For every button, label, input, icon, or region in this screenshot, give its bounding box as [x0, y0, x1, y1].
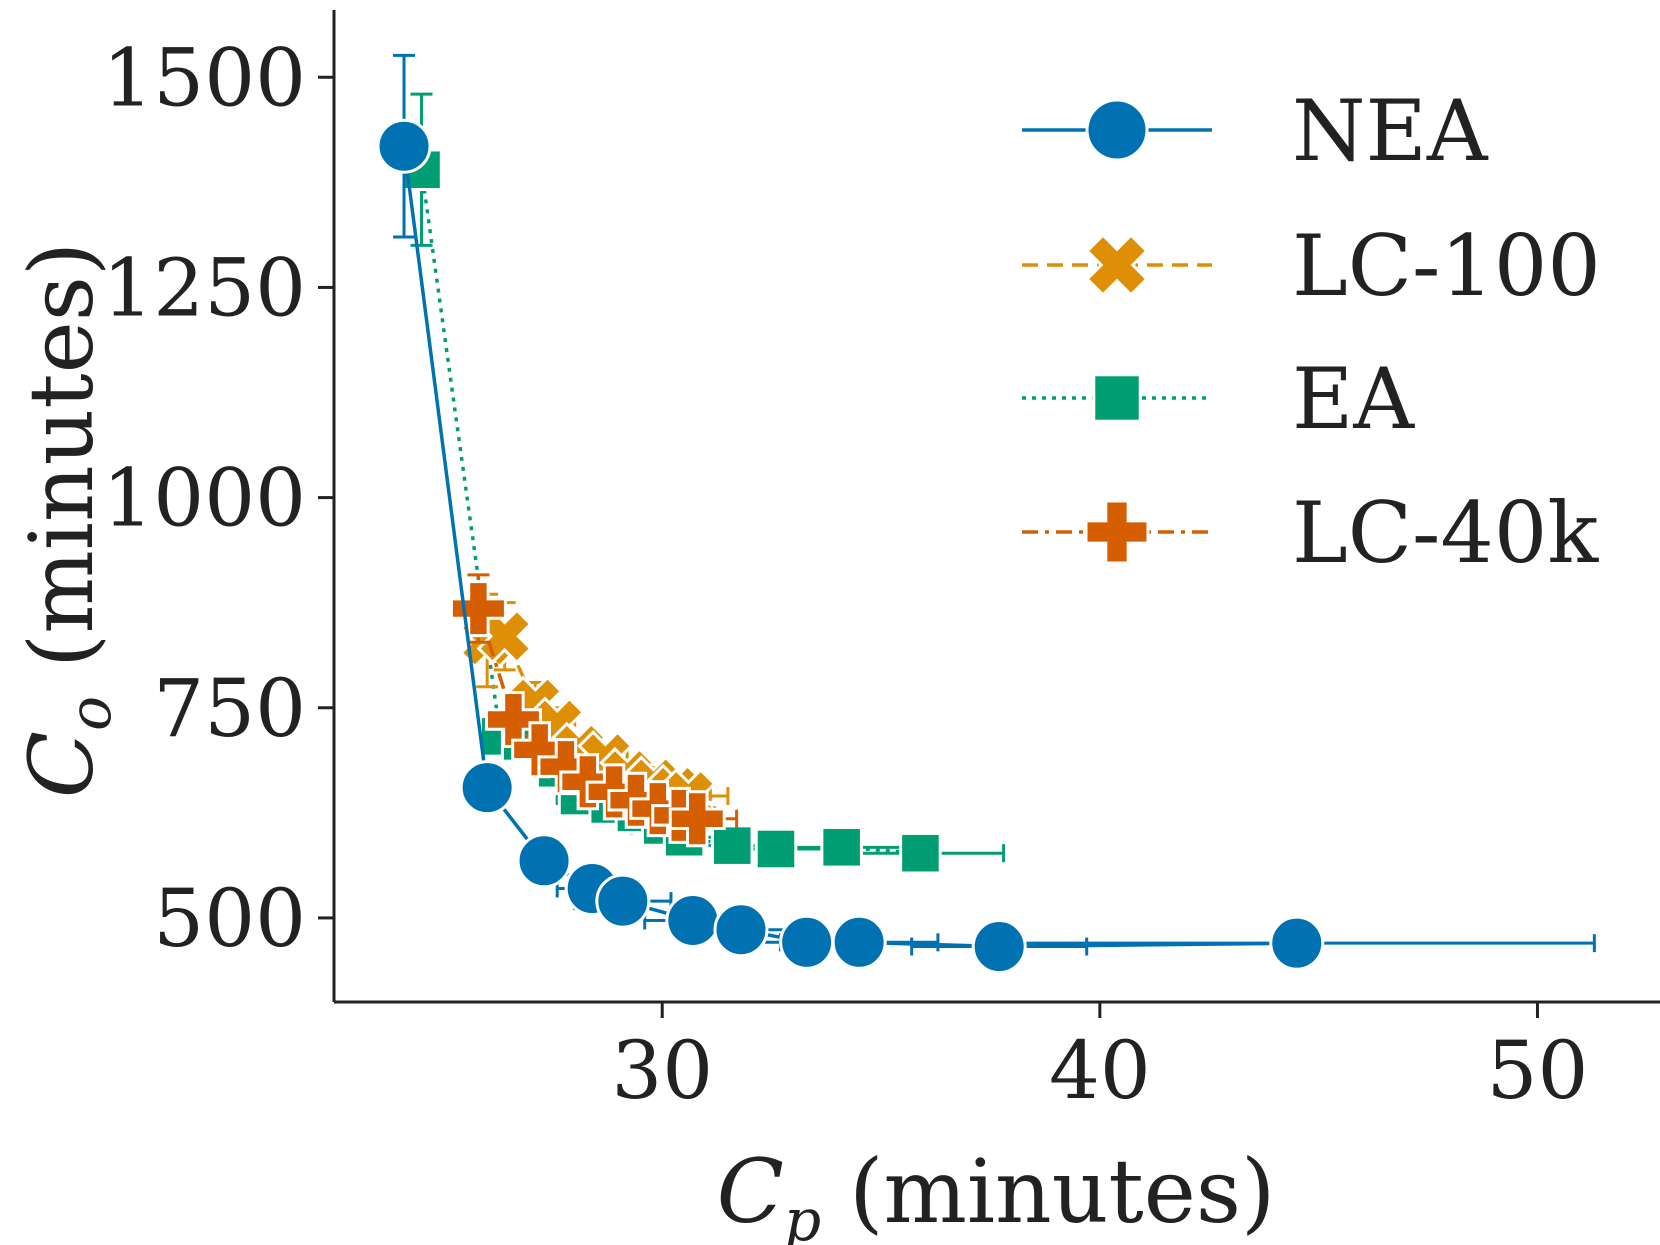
data-point-nea: [665, 892, 721, 948]
y-tick-label: 500: [153, 872, 306, 965]
x-axis-title: Cp (minutes): [717, 1140, 1276, 1245]
x-tick-label: 40: [1049, 1024, 1151, 1117]
y-tick-label: 750: [153, 662, 306, 755]
tick-labels: 30 40 50 500 750 1000 1250 1500: [102, 31, 1588, 1117]
legend-item-lc-40k: LC-40k: [1022, 484, 1599, 582]
data-point-nea: [1269, 915, 1325, 971]
legend-marker: [1085, 233, 1149, 297]
axes: [318, 10, 1660, 1018]
x-tick-label: 30: [611, 1024, 713, 1117]
data-point-ea: [899, 831, 942, 875]
x-tick-label: 50: [1487, 1024, 1589, 1117]
data-point-ea: [710, 824, 754, 867]
data-point-ea: [820, 826, 863, 869]
legend-marker: [1092, 373, 1142, 423]
data-point-lc-40k: [668, 790, 726, 848]
legend-item-ea: EA: [1022, 350, 1415, 448]
legend-label: LC-100: [1292, 217, 1601, 315]
data-point-nea: [779, 914, 835, 970]
legend-label: LC-40k: [1292, 484, 1599, 582]
legend-item-lc-100: LC-100: [1022, 217, 1601, 315]
legend-marker: [1084, 499, 1150, 565]
legend: NEA LC-100 EA LC-40k: [1022, 82, 1601, 582]
legend-marker: [1085, 98, 1149, 162]
legend-label: NEA: [1292, 82, 1489, 180]
legend-item-nea: NEA: [1022, 82, 1489, 180]
data-point-nea: [376, 118, 432, 174]
data-point-nea: [595, 873, 651, 929]
y-tick-label: 1250: [102, 241, 306, 334]
data-point-nea: [971, 919, 1027, 975]
y-tick-label: 1000: [102, 452, 306, 545]
plot-area: [376, 53, 1596, 975]
y-tick-label: 1500: [102, 31, 306, 124]
y-axis-title: Co (minutes): [10, 242, 124, 798]
legend-label: EA: [1292, 350, 1415, 448]
series-ea: [400, 92, 1006, 875]
data-point-ea: [754, 827, 798, 871]
data-point-nea: [831, 914, 887, 970]
series-lc-40k: [449, 573, 739, 848]
data-point-lc-40k: [537, 738, 595, 796]
data-point-nea: [713, 902, 769, 958]
series-nea: [376, 53, 1596, 975]
data-point-nea: [516, 833, 572, 889]
data-point-lc-40k: [449, 580, 507, 638]
data-point-nea: [459, 760, 515, 816]
